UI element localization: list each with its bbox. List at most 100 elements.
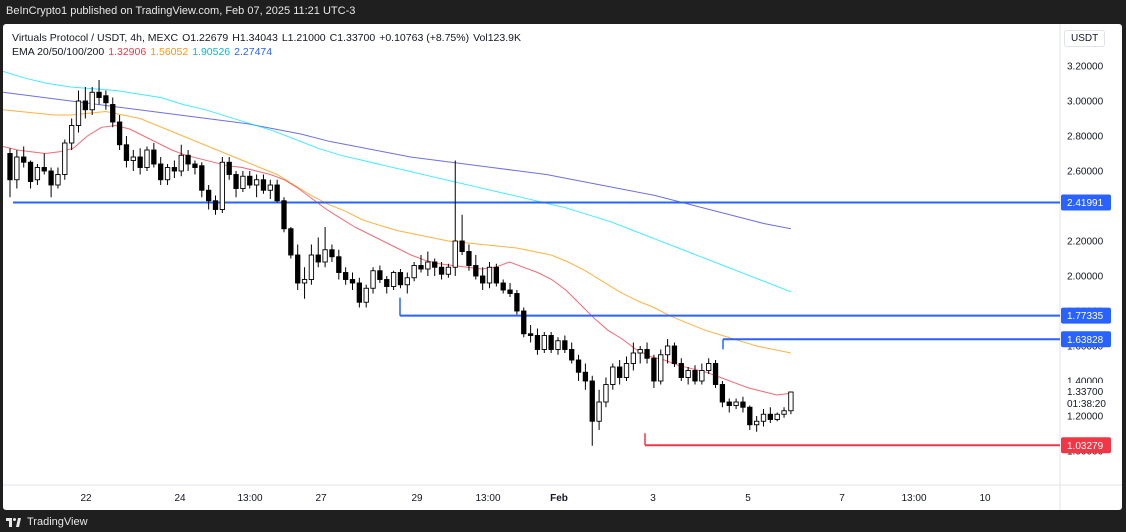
candle-body bbox=[110, 104, 116, 123]
candle-body bbox=[343, 272, 349, 280]
level-price-tag bbox=[1061, 437, 1111, 454]
candle-body bbox=[706, 363, 712, 371]
candle-body bbox=[637, 349, 643, 354]
candle-body bbox=[644, 349, 650, 359]
time-tick-label: 29 bbox=[411, 493, 423, 504]
price-tick-label: 2.80000 bbox=[1067, 132, 1104, 143]
time-axis[interactable]: 22 24 13:00 27 29 13:00 Feb 3 5 7 13:00 10 bbox=[80, 493, 991, 504]
candle-body bbox=[582, 371, 589, 382]
currency-button[interactable]: USDT bbox=[1064, 30, 1106, 47]
candle-body bbox=[144, 149, 150, 168]
candle-body bbox=[603, 384, 609, 403]
candle-body bbox=[726, 401, 732, 406]
candle-body bbox=[527, 333, 534, 336]
candle-body bbox=[103, 95, 109, 104]
candle-body bbox=[781, 410, 787, 415]
candle-body bbox=[589, 380, 595, 422]
time-tick-label: 10 bbox=[979, 493, 991, 504]
candle-body bbox=[151, 149, 157, 165]
candle-body bbox=[658, 354, 664, 382]
candle-body bbox=[164, 167, 171, 181]
candle-body bbox=[89, 91, 95, 111]
time-tick-label: 22 bbox=[80, 493, 92, 504]
candle-body bbox=[486, 266, 493, 284]
candle-body bbox=[459, 240, 465, 252]
candle-body bbox=[260, 179, 267, 191]
candle-body bbox=[329, 249, 335, 258]
candle-body bbox=[541, 335, 547, 350]
candle-body bbox=[41, 167, 47, 172]
ohlc-low: L1.21000 bbox=[281, 32, 326, 44]
candle-body bbox=[205, 189, 212, 202]
candle-body bbox=[507, 289, 513, 294]
ema50-value: 1.56052 bbox=[150, 46, 189, 58]
candle-body bbox=[596, 401, 602, 422]
symbol-title[interactable]: Virtuals Protocol / USDT, 4h, MEXC bbox=[12, 32, 179, 44]
candle-body bbox=[521, 310, 527, 335]
price-change: +0.10763 (+8.75%) bbox=[379, 32, 470, 44]
candle-body bbox=[610, 366, 616, 385]
candle-body bbox=[754, 420, 760, 426]
candle-body bbox=[514, 293, 520, 312]
candle-body bbox=[466, 251, 472, 266]
candle-body bbox=[274, 184, 280, 202]
candle-body bbox=[288, 228, 294, 256]
candle-body bbox=[315, 254, 321, 263]
candle-body bbox=[384, 279, 390, 287]
candle-body bbox=[34, 167, 41, 181]
candle-body bbox=[363, 287, 369, 303]
candle-body bbox=[96, 91, 102, 98]
candle-body bbox=[75, 100, 82, 126]
price-tick-label: 2.00000 bbox=[1067, 272, 1104, 283]
level-price-tag-text: 2.41991 bbox=[1067, 198, 1104, 209]
candle-body bbox=[14, 156, 20, 181]
candle-body bbox=[137, 156, 143, 168]
candle-body bbox=[760, 413, 767, 422]
candle-countdown-text: 01:38:20 bbox=[1067, 399, 1106, 410]
candle-body bbox=[747, 406, 753, 426]
ohlc-high: H1.34043 bbox=[232, 32, 278, 44]
candle-body bbox=[562, 340, 568, 350]
price-chart[interactable]: 3.200003.000002.800002.600002.400002.200… bbox=[3, 24, 1122, 510]
candle-body bbox=[48, 170, 54, 186]
candle-body bbox=[308, 254, 315, 280]
candle-body bbox=[438, 266, 445, 275]
ema-label[interactable]: EMA 20/50/100/200 bbox=[12, 46, 105, 58]
candle-body bbox=[575, 359, 582, 373]
price-tick-label: 3.00000 bbox=[1067, 97, 1104, 108]
candle-body bbox=[377, 270, 383, 280]
horizontal-levels bbox=[13, 201, 1060, 447]
time-tick-label: Feb bbox=[550, 493, 568, 504]
candle-body bbox=[219, 161, 225, 210]
candle-body bbox=[68, 125, 75, 144]
candle-body bbox=[678, 363, 684, 378]
candle-body bbox=[493, 266, 499, 284]
time-tick-label: 13:00 bbox=[237, 493, 262, 504]
candle-body bbox=[281, 200, 287, 230]
candle-body bbox=[55, 174, 61, 186]
candle-body bbox=[27, 161, 34, 182]
candle-body bbox=[692, 370, 698, 382]
candle-body bbox=[534, 335, 541, 350]
price-tick-label: 2.20000 bbox=[1067, 237, 1104, 248]
candle-body bbox=[397, 272, 404, 286]
candle-body bbox=[473, 265, 479, 277]
candle-body bbox=[719, 384, 726, 403]
price-tags: 2.41991 1.77335 1.63828 1.03279 1.3370001:38… bbox=[1061, 194, 1117, 454]
candle-body bbox=[432, 261, 438, 268]
chart-panel[interactable]: 3.200003.000002.800002.600002.400002.200… bbox=[3, 24, 1122, 510]
volume: Vol123.9K bbox=[473, 32, 521, 44]
candle-body bbox=[233, 174, 239, 189]
tradingview-footer: TradingView bbox=[6, 514, 88, 530]
candle-body bbox=[226, 161, 232, 175]
candle-body bbox=[322, 249, 328, 263]
ema100-line bbox=[3, 70, 792, 293]
published-caption: BeInCrypto1 published on TradingView.com… bbox=[6, 5, 356, 17]
candle-body bbox=[452, 240, 458, 268]
candle-body bbox=[390, 272, 397, 287]
candle-body bbox=[192, 163, 198, 168]
candle-body bbox=[774, 413, 780, 420]
candle-body bbox=[623, 363, 630, 378]
candle-body bbox=[82, 100, 89, 111]
candle-body bbox=[123, 144, 130, 161]
